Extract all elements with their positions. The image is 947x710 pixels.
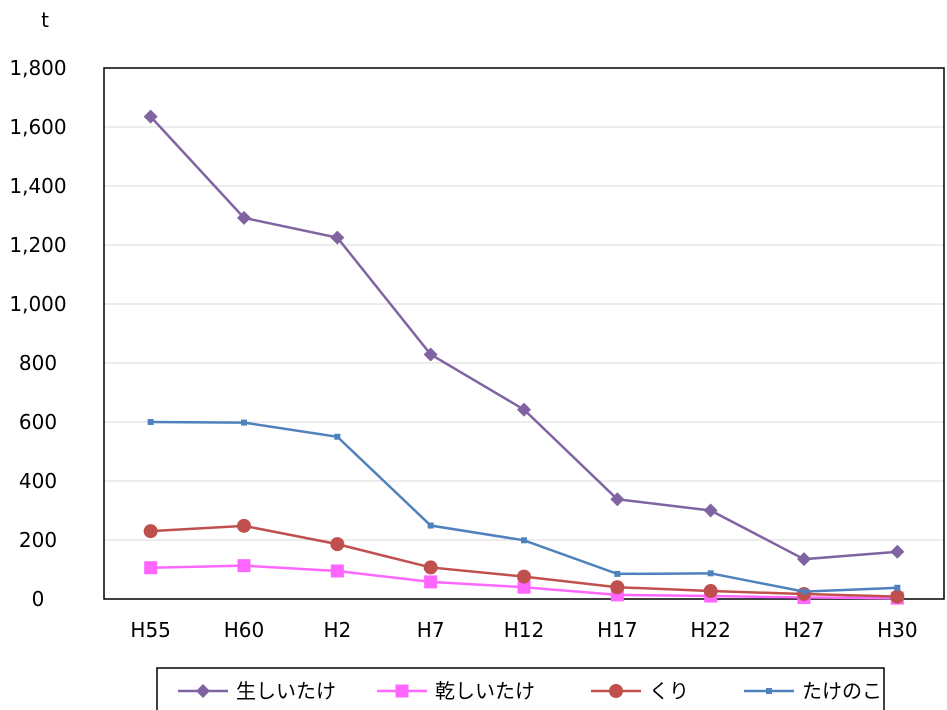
data-point (423, 560, 438, 575)
data-point (424, 575, 438, 589)
data-point (330, 230, 345, 245)
plot-area-border (103, 67, 945, 600)
legend-box (156, 667, 885, 710)
x-tick-label: H17 (597, 618, 638, 642)
x-axis-ticks: H55 H60 H2 H7 H12 H17 H22 H27 H30 (130, 618, 917, 642)
data-point (610, 580, 625, 595)
legend-item: 生しいたけ (178, 679, 336, 703)
data-point (707, 570, 714, 577)
data-point (609, 684, 623, 698)
data-point (766, 688, 772, 694)
data-point (703, 584, 718, 599)
y-tick-label: 0 (32, 587, 45, 611)
data-point (610, 492, 625, 507)
x-tick-label: H22 (690, 618, 731, 642)
legend-item: くり (591, 679, 689, 703)
y-tick-label: 400 (19, 469, 57, 493)
x-tick-label: H7 (417, 618, 445, 642)
legend-item: たけのこ (744, 679, 882, 703)
series-line (149, 115, 898, 561)
legend-label: くり (649, 679, 689, 703)
data-point (143, 109, 158, 124)
x-tick-label: H60 (224, 618, 265, 642)
x-tick-label: H30 (877, 618, 918, 642)
data-point (703, 503, 718, 518)
y-tick-label: 800 (19, 351, 57, 375)
data-point (330, 537, 345, 552)
data-point (237, 518, 251, 533)
series-4 (147, 419, 901, 595)
legend-label: 乾しいたけ (435, 679, 535, 703)
data-point (614, 570, 621, 577)
x-tick-label: H2 (323, 618, 351, 642)
gridlines (103, 67, 945, 600)
data-point (797, 552, 811, 567)
data-point (237, 210, 251, 225)
data-point (143, 524, 158, 539)
series-1 (143, 109, 905, 567)
x-tick-label: H55 (130, 618, 171, 642)
legend-item: 乾しいたけ (377, 679, 535, 703)
y-tick-label: 600 (19, 410, 57, 434)
data-point (241, 419, 247, 426)
series-lines (143, 109, 905, 605)
y-axis-unit-label: t (41, 8, 49, 32)
data-point (890, 589, 905, 604)
series-2 (144, 559, 904, 605)
data-point (147, 419, 154, 425)
data-point (330, 564, 344, 578)
y-tick-label: 1,800 (9, 56, 66, 80)
data-point (427, 522, 434, 529)
legend-label: たけのこ (802, 679, 882, 703)
y-tick-label: 1,400 (9, 174, 66, 198)
data-point (395, 684, 409, 698)
data-point (517, 402, 531, 417)
y-tick-label: 1,000 (9, 292, 66, 316)
data-point (517, 569, 531, 584)
data-point (890, 544, 905, 559)
data-point (801, 588, 807, 595)
data-point (144, 561, 158, 575)
data-point (517, 580, 531, 594)
data-point (894, 584, 901, 591)
data-point (334, 433, 341, 440)
y-axis-ticks: 0 200 400 600 800 1,000 1,200 1,400 1,600 1,800 (9, 56, 66, 611)
x-tick-label: H12 (504, 618, 545, 642)
y-tick-label: 1,200 (9, 233, 66, 257)
x-tick-label: H27 (784, 618, 825, 642)
y-tick-label: 1,600 (9, 115, 66, 139)
data-point (237, 559, 251, 573)
data-point (196, 684, 210, 698)
legend: 生しいたけ 乾しいたけ くり たけのこ (156, 667, 885, 710)
legend-label: 生しいたけ (236, 679, 336, 703)
data-point (423, 347, 438, 362)
data-point (521, 537, 527, 544)
y-tick-label: 200 (19, 528, 57, 552)
